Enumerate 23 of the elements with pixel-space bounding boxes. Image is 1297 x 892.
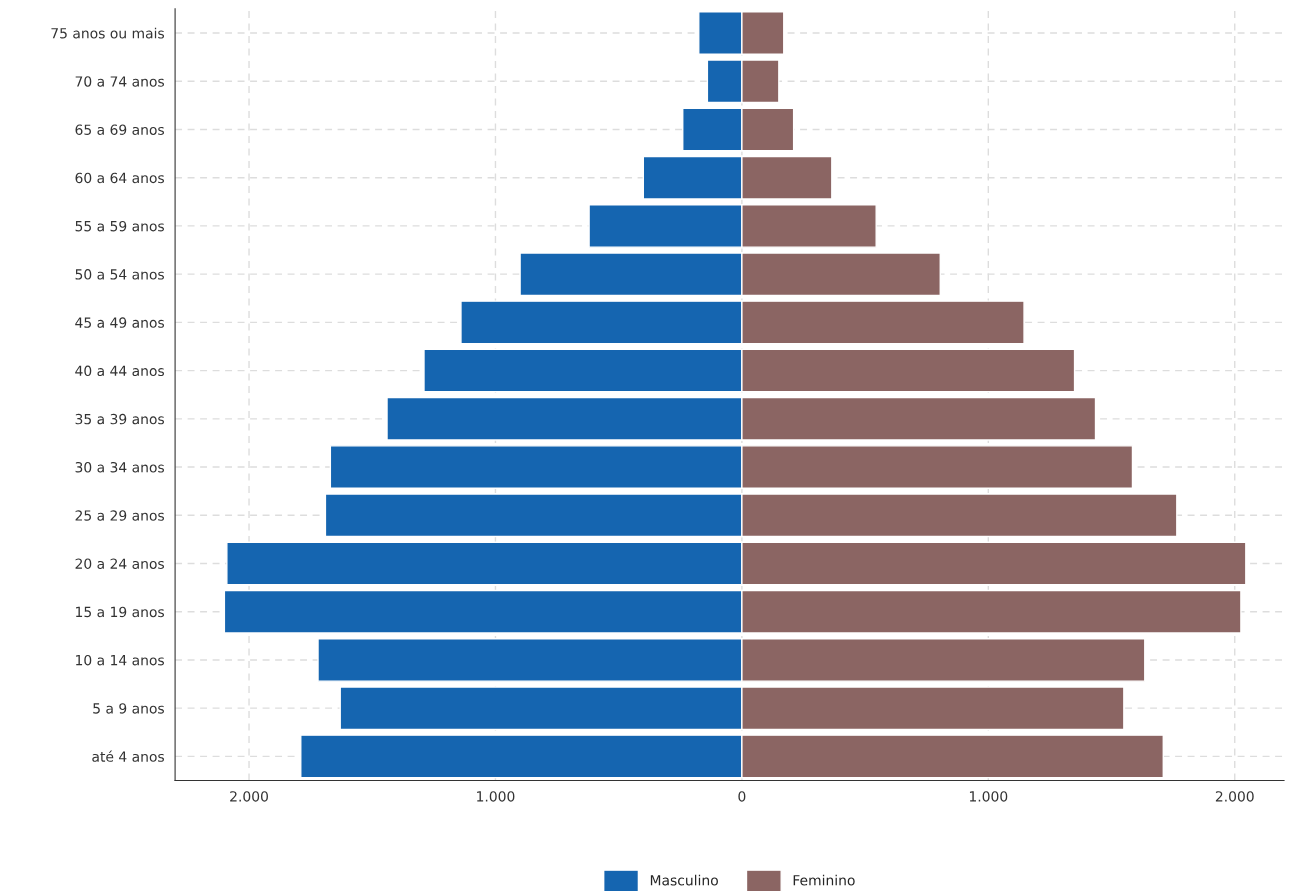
y-tick-label: 75 anos ou mais [51,27,164,39]
y-tick-label: 45 a 49 anos [75,317,164,328]
y-tick-label: 10 a 14 anos [76,654,164,666]
x-tick-label: 0 [738,791,746,802]
y-tick-label: 65 a 69 anos [75,124,164,135]
x-tick-label: 1.000 [477,791,515,802]
y-tick-label: 70 a 74 anos [75,76,164,87]
legend-label: Masculino [650,874,718,886]
y-tick-label: 5 a 9 anos [93,703,164,714]
y-tick-label: 30 a 34 anos [75,462,164,473]
y-tick-label: 40 a 44 anos [75,365,164,377]
y-tick-label: 20 a 24 anos [75,558,164,569]
legend-label: Feminino [793,874,855,886]
y-tick-label: até 4 anos [92,750,164,762]
x-tick-label: 2.000 [230,791,268,802]
y-tick-label: 50 a 54 anos [75,269,164,280]
x-tick-label: 2.000 [1215,791,1254,802]
y-tick-label: 60 a 64 anos [75,172,164,184]
y-tick-label: 25 a 29 anos [75,510,164,521]
x-tick-label: 1.000 [969,791,1008,802]
y-tick-label: 15 a 19 anos [76,606,164,618]
y-tick-label: 55 a 59 anos [75,220,164,232]
y-tick-label: 35 a 39 anos [75,413,164,425]
